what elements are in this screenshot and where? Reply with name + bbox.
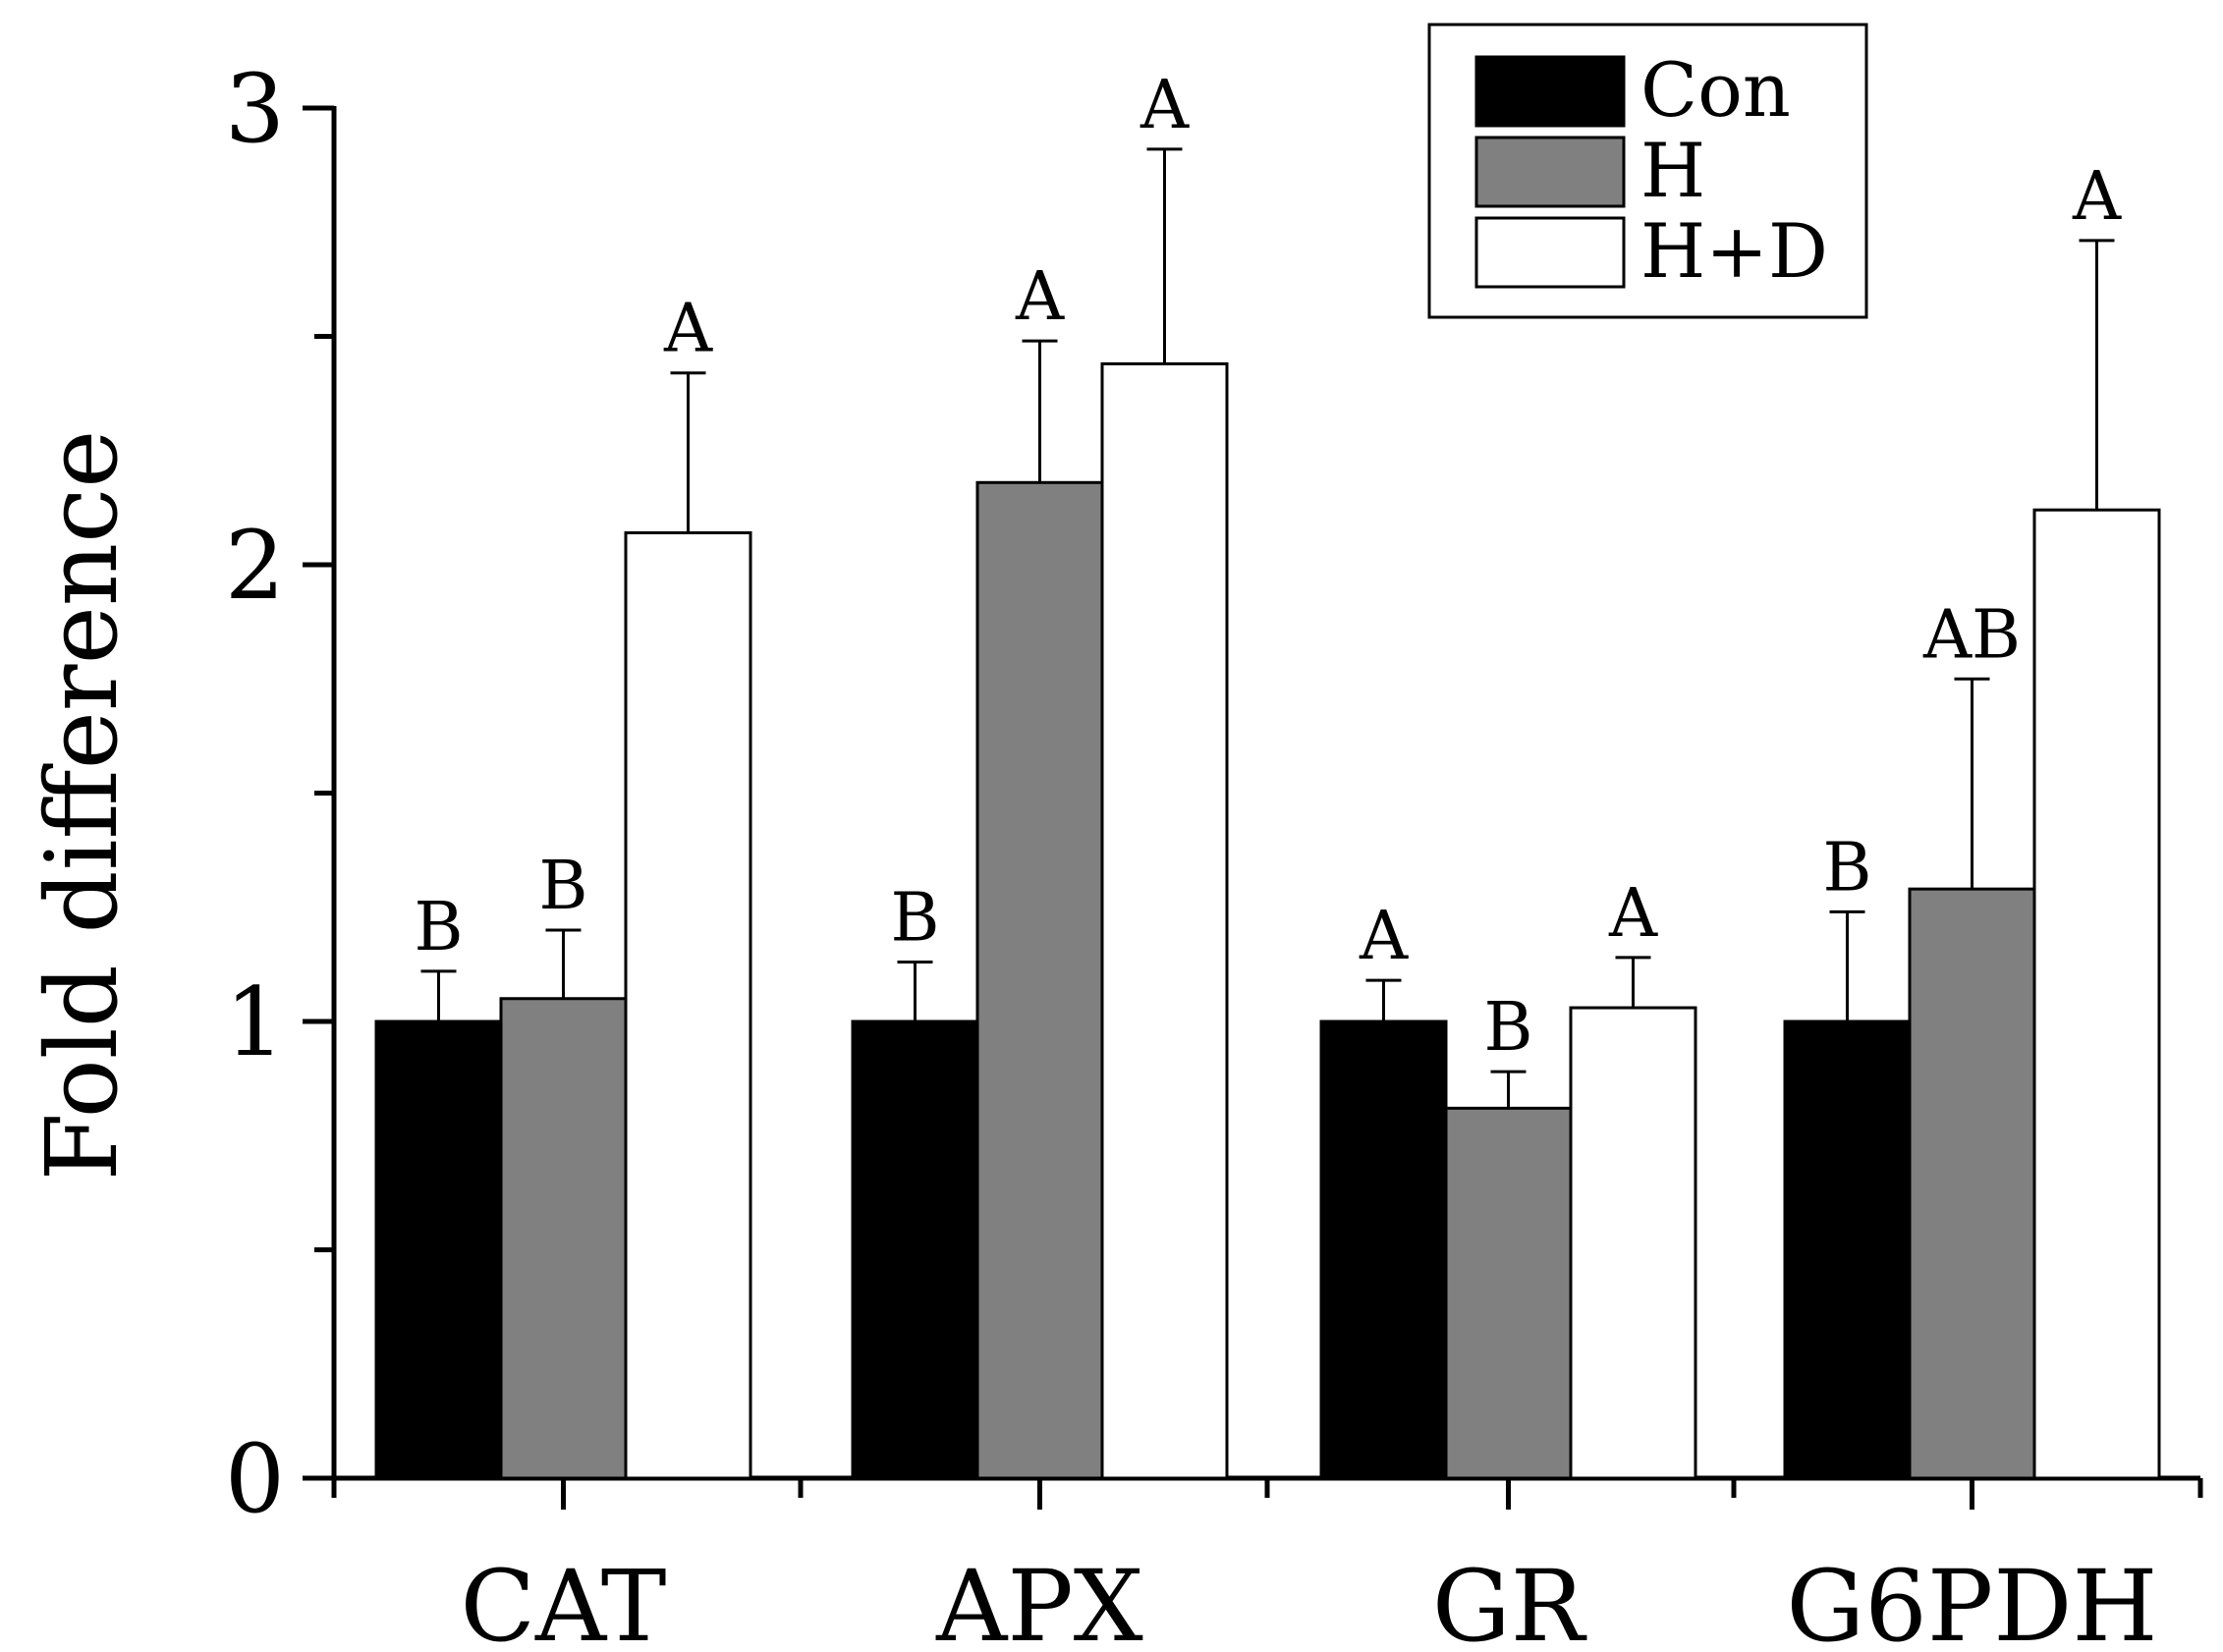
bar: [975, 480, 1104, 1480]
bar: [1444, 1106, 1573, 1480]
x-tick-label: GR: [1432, 1549, 1587, 1647]
bar: [624, 530, 752, 1480]
y-tick-label: 1: [225, 967, 285, 1077]
legend-label: H: [1640, 127, 1705, 214]
legend-swatch: [1474, 216, 1626, 289]
significance-letter: A: [2072, 158, 2122, 236]
bars: [374, 361, 2161, 1480]
bar: [1319, 1019, 1448, 1480]
x-axis: CAT APX GR G6PDH: [309, 1475, 2203, 1652]
error-bars: [420, 147, 2115, 1109]
legend-swatch: [1474, 55, 1626, 128]
significance-letter: B: [539, 848, 588, 925]
significance-letter: A: [1608, 875, 1658, 953]
x-tick-label: APX: [935, 1549, 1143, 1647]
bar: [1100, 361, 1229, 1480]
significance-letter: A: [1359, 898, 1409, 975]
bar: [1569, 1006, 1697, 1480]
significance-letter: B: [891, 880, 940, 958]
bar: [851, 1019, 979, 1480]
bar: [1908, 887, 2036, 1480]
y-tick-label: 3: [225, 54, 285, 164]
significance-letter: A: [1015, 258, 1065, 336]
significance-letter: B: [1823, 829, 1872, 907]
x-tick-label: G6PDH: [1786, 1549, 2157, 1647]
bar: [2032, 508, 2161, 1480]
legend-swatch: [1474, 136, 1626, 208]
y-tick-label: 0: [225, 1424, 285, 1534]
legend-label: H+D: [1640, 207, 1828, 295]
y-axis-title: Fold difference: [25, 430, 139, 1182]
y-axis: 0 1 2 3 Fold difference: [25, 54, 337, 1534]
significance-letter: A: [1139, 67, 1190, 144]
significance-letter: AB: [1922, 596, 2021, 674]
bar: [499, 997, 628, 1480]
significance-letter: A: [663, 291, 713, 368]
legend-label: Con: [1640, 46, 1791, 134]
y-tick-label: 2: [225, 511, 285, 621]
significance-letter: B: [1484, 989, 1533, 1067]
x-tick-label: CAT: [461, 1549, 667, 1647]
bar: [1783, 1019, 1912, 1480]
significance-letter: B: [415, 889, 464, 966]
bar: [374, 1019, 503, 1480]
